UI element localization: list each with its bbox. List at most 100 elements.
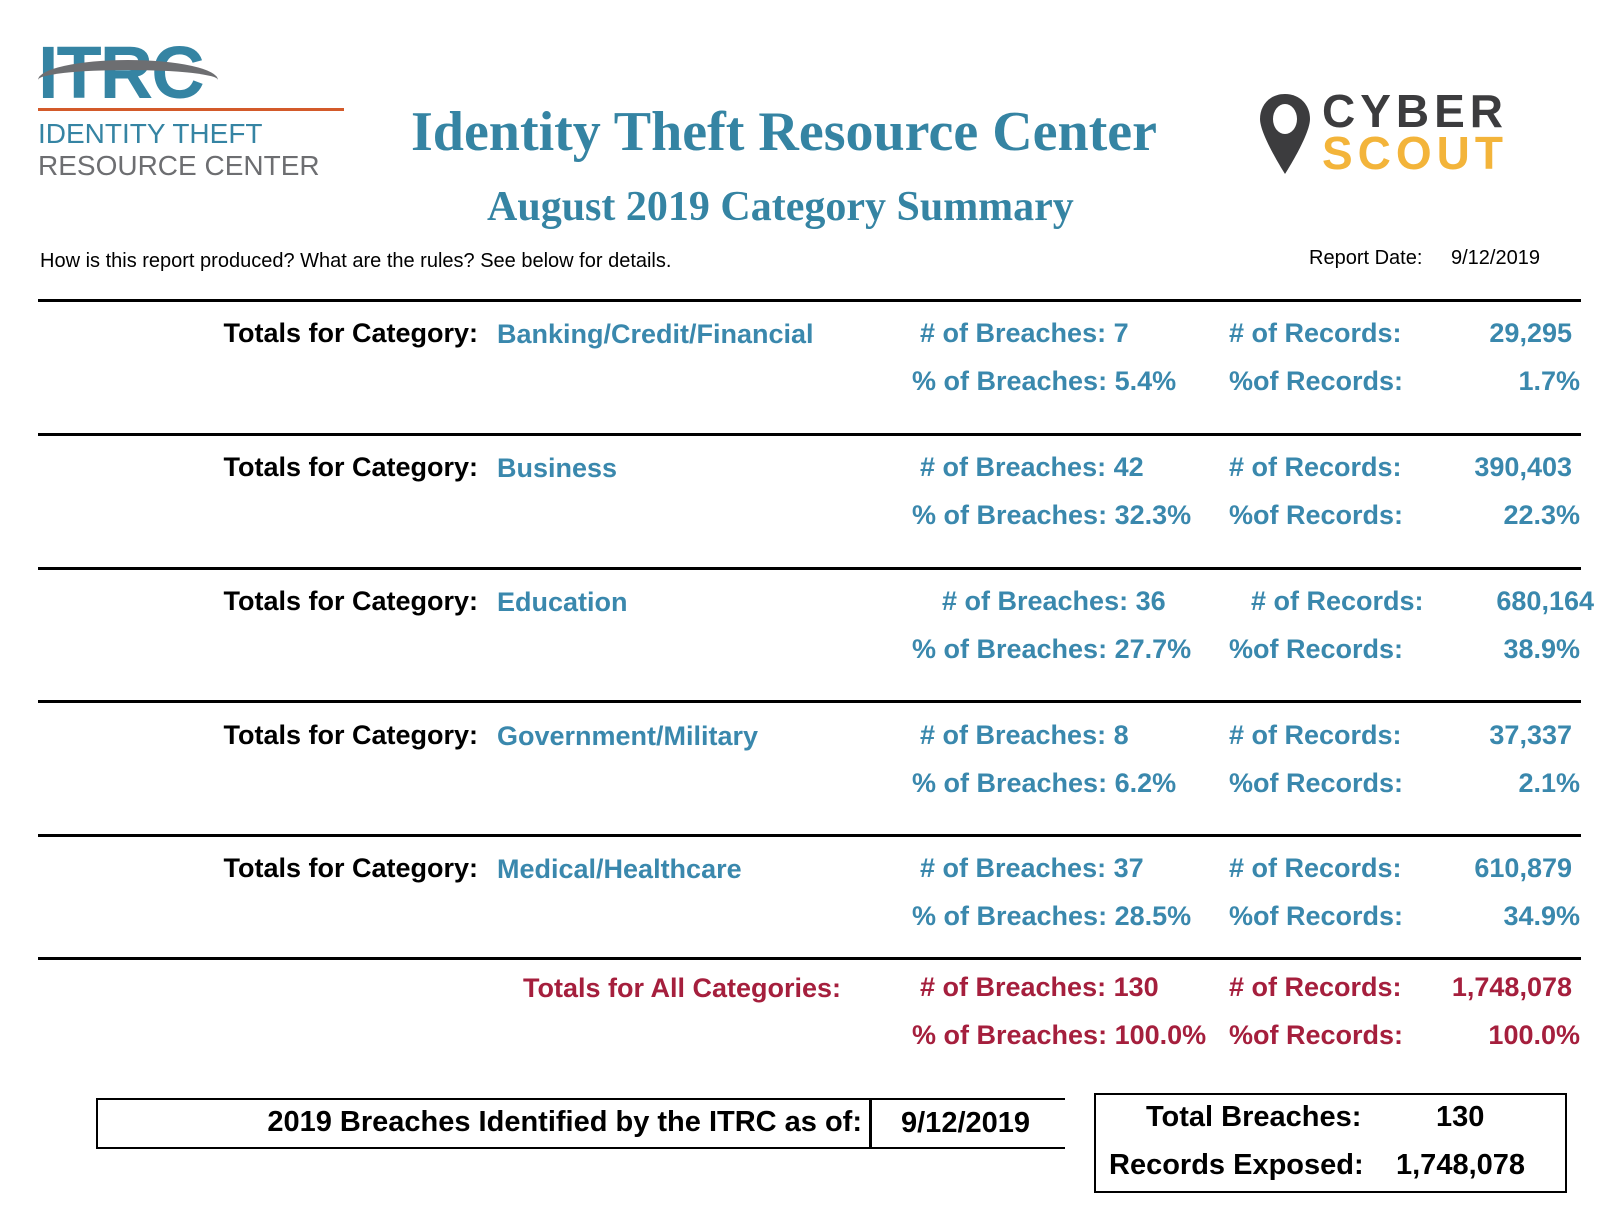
category-records-label: # of Records: — [1251, 586, 1424, 616]
divider — [38, 567, 1581, 570]
breaches-pct-value: 27.7% — [1114, 634, 1192, 664]
breaches-pct-value: 6.2% — [1114, 768, 1177, 798]
category-name: Banking/Credit/Financial — [497, 319, 814, 349]
category-breaches-pct: % of Breaches: 5.4% — [912, 366, 1176, 397]
totals-breaches-pct: % of Breaches: 100.0% — [912, 1020, 1206, 1051]
report-date: 9/12/2019 — [1451, 247, 1540, 269]
category-breaches: # of Breaches: 36 — [942, 586, 1166, 617]
breaches-pct-label: % of Breaches: — [912, 901, 1108, 931]
divider — [38, 700, 1581, 703]
itrc-logo-divider — [38, 108, 344, 111]
breaches-label: # of Breaches: — [920, 720, 1107, 750]
breaches-label: # of Breaches: — [920, 853, 1107, 883]
category-records-pct-label: %of Records: — [1229, 634, 1404, 664]
itrc-logo-line2: RESOURCE CENTER — [38, 150, 320, 181]
itrc-logo-line1: IDENTITY THEFT — [38, 118, 263, 149]
category-records-value: 37,337 — [1489, 720, 1572, 750]
page-subtitle: August 2019 Category Summary — [487, 184, 1074, 230]
breaches-label: # of Breaches: — [942, 586, 1129, 616]
identified-date-box: 9/12/2019 — [869, 1098, 1065, 1149]
breaches-pct-value: 28.5% — [1114, 901, 1192, 931]
identified-date: 9/12/2019 — [901, 1107, 1031, 1139]
totals-for-category-label: Totals for Category: — [223, 586, 478, 616]
category-records-pct-label: %of Records: — [1229, 500, 1404, 530]
category-records-label: # of Records: — [1229, 720, 1402, 750]
breaches-pct-label: % of Breaches: — [912, 634, 1108, 664]
report-note: How is this report produced? What are th… — [40, 250, 672, 272]
cyberscout-logo-line2: SCOUT — [1322, 127, 1508, 179]
category-records-pct-value: 1.7% — [1518, 366, 1580, 396]
category-breaches: # of Breaches: 8 — [920, 720, 1129, 751]
category-records-pct-value: 34.9% — [1503, 901, 1580, 931]
summary-box: Total Breaches: 130 Records Exposed: 1,7… — [1094, 1093, 1567, 1193]
breaches-value: 36 — [1135, 586, 1166, 616]
cyberscout-logo-line1: CYBER — [1322, 85, 1509, 137]
totals-for-category-label: Totals for Category: — [223, 318, 478, 348]
breaches-pct-value: 5.4% — [1114, 366, 1177, 396]
category-breaches-pct: % of Breaches: 28.5% — [912, 901, 1191, 932]
map-pin-icon — [1260, 94, 1310, 174]
category-name: Education — [497, 587, 628, 617]
breaches-label: # of Breaches: — [920, 972, 1107, 1002]
category-records-pct-label: %of Records: — [1229, 901, 1404, 931]
category-records-pct-label: %of Records: — [1229, 366, 1404, 396]
totals-label: Totals for All Categories: — [523, 973, 842, 1003]
breaches-pct-value: 100.0% — [1114, 1020, 1207, 1050]
breaches-value: 7 — [1113, 318, 1129, 348]
report-date-label: Report Date: — [1309, 247, 1423, 269]
divider — [38, 433, 1581, 436]
category-records-label: # of Records: — [1229, 853, 1402, 883]
category-breaches: # of Breaches: 42 — [920, 452, 1144, 483]
cyberscout-logo: CYBER SCOUT — [1258, 85, 1540, 180]
category-breaches: # of Breaches: 37 — [920, 853, 1144, 884]
page-title: Identity Theft Resource Center — [411, 101, 1158, 163]
category-name: Business — [497, 453, 618, 483]
itrc-logo: ITRC IDENTITY THEFT RESOURCE CENTER — [38, 31, 346, 183]
totals-records-label: # of Records: — [1229, 972, 1402, 1002]
total-breaches-label: Total Breaches: — [1146, 1101, 1362, 1133]
identified-box: 2019 Breaches Identified by the ITRC as … — [96, 1098, 872, 1149]
itrc-logo-arc — [38, 60, 218, 100]
breaches-label: # of Breaches: — [920, 318, 1107, 348]
breaches-label: # of Breaches: — [920, 452, 1107, 482]
divider — [38, 299, 1581, 302]
category-records-value: 680,164 — [1496, 586, 1594, 616]
totals-for-category-label: Totals for Category: — [223, 853, 478, 883]
breaches-value: 130 — [1113, 972, 1159, 1002]
category-name: Government/Military — [497, 721, 759, 751]
totals-for-category-label: Totals for Category: — [223, 452, 478, 482]
category-records-value: 390,403 — [1474, 452, 1572, 482]
category-records-value: 610,879 — [1474, 853, 1572, 883]
category-records-label: # of Records: — [1229, 318, 1402, 348]
totals-records-value: 1,748,078 — [1451, 972, 1572, 1002]
category-breaches-pct: % of Breaches: 32.3% — [912, 500, 1191, 531]
totals-records-pct-value: 100.0% — [1488, 1020, 1580, 1050]
breaches-pct-label: % of Breaches: — [912, 366, 1108, 396]
category-records-value: 29,295 — [1489, 318, 1572, 348]
breaches-value: 8 — [1113, 720, 1129, 750]
category-records-pct-value: 38.9% — [1503, 634, 1580, 664]
totals-for-category-label: Totals for Category: — [223, 720, 478, 750]
records-exposed-label: Records Exposed: — [1109, 1149, 1364, 1181]
breaches-value: 42 — [1113, 452, 1144, 482]
identified-label: 2019 Breaches Identified by the ITRC as … — [267, 1106, 862, 1138]
breaches-pct-label: % of Breaches: — [912, 500, 1108, 530]
divider — [38, 834, 1581, 837]
category-breaches-pct: % of Breaches: 27.7% — [912, 634, 1191, 665]
category-records-label: # of Records: — [1229, 452, 1402, 482]
category-breaches: # of Breaches: 7 — [920, 318, 1129, 349]
category-name: Medical/Healthcare — [497, 854, 742, 884]
totals-breaches: # of Breaches: 130 — [920, 972, 1159, 1003]
breaches-pct-value: 32.3% — [1114, 500, 1192, 530]
divider — [38, 957, 1581, 960]
category-records-pct-label: %of Records: — [1229, 768, 1404, 798]
breaches-pct-label: % of Breaches: — [912, 1020, 1108, 1050]
category-records-pct-value: 2.1% — [1518, 768, 1580, 798]
breaches-pct-label: % of Breaches: — [912, 768, 1108, 798]
totals-records-pct-label: %of Records: — [1229, 1020, 1404, 1050]
breaches-value: 37 — [1113, 853, 1144, 883]
total-breaches-value: 130 — [1436, 1101, 1485, 1133]
category-records-pct-value: 22.3% — [1503, 500, 1580, 530]
records-exposed-value: 1,748,078 — [1396, 1149, 1526, 1181]
